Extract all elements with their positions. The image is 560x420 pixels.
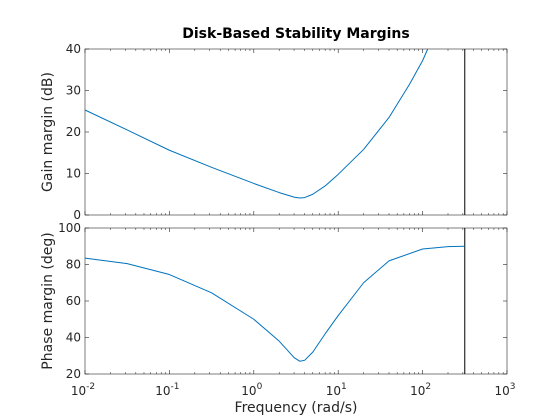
gain-ytick-label: 40 [66, 42, 81, 56]
xtick-label: 103 [494, 382, 515, 398]
xtick-label: 102 [410, 382, 431, 398]
phase-ytick-label: 60 [66, 294, 81, 308]
phase-margin-axes: 20 40 60 80 100 10-2 10-1 100 101 102 103 Phase mar… [40, 221, 516, 398]
x-axis-label: Frequency (rad/s) [235, 400, 358, 416]
gain-ytick-label: 20 [66, 125, 81, 139]
phase-y-axis-label: Phase margin (deg) [40, 232, 56, 369]
gain-margin-line [84, 48, 429, 199]
phase-ytick-label: 100 [58, 221, 81, 235]
xtick-label: 100 [241, 382, 262, 398]
xtick-label: 10-2 [71, 382, 95, 398]
gain-ytick-label: 30 [66, 84, 81, 98]
phase-ytick-label: 20 [66, 367, 81, 381]
phase-ytick-label: 40 [66, 331, 81, 345]
xtick-label: 10-1 [155, 382, 179, 398]
xtick-label: 101 [326, 382, 347, 398]
phase-margin-line [84, 245, 465, 362]
gain-ytick-label: 10 [66, 167, 81, 181]
gain-ytick-label: 0 [73, 208, 81, 222]
phase-axes-box [84, 227, 508, 375]
chart-title: Disk-Based Stability Margins [182, 26, 409, 42]
phase-ytick-label: 80 [66, 258, 81, 272]
gain-axes-box [84, 48, 508, 216]
gain-margin-axes: 0 10 20 30 40 Gain margin (dB) [40, 42, 508, 222]
gain-y-axis-label: Gain margin (dB) [40, 72, 56, 192]
